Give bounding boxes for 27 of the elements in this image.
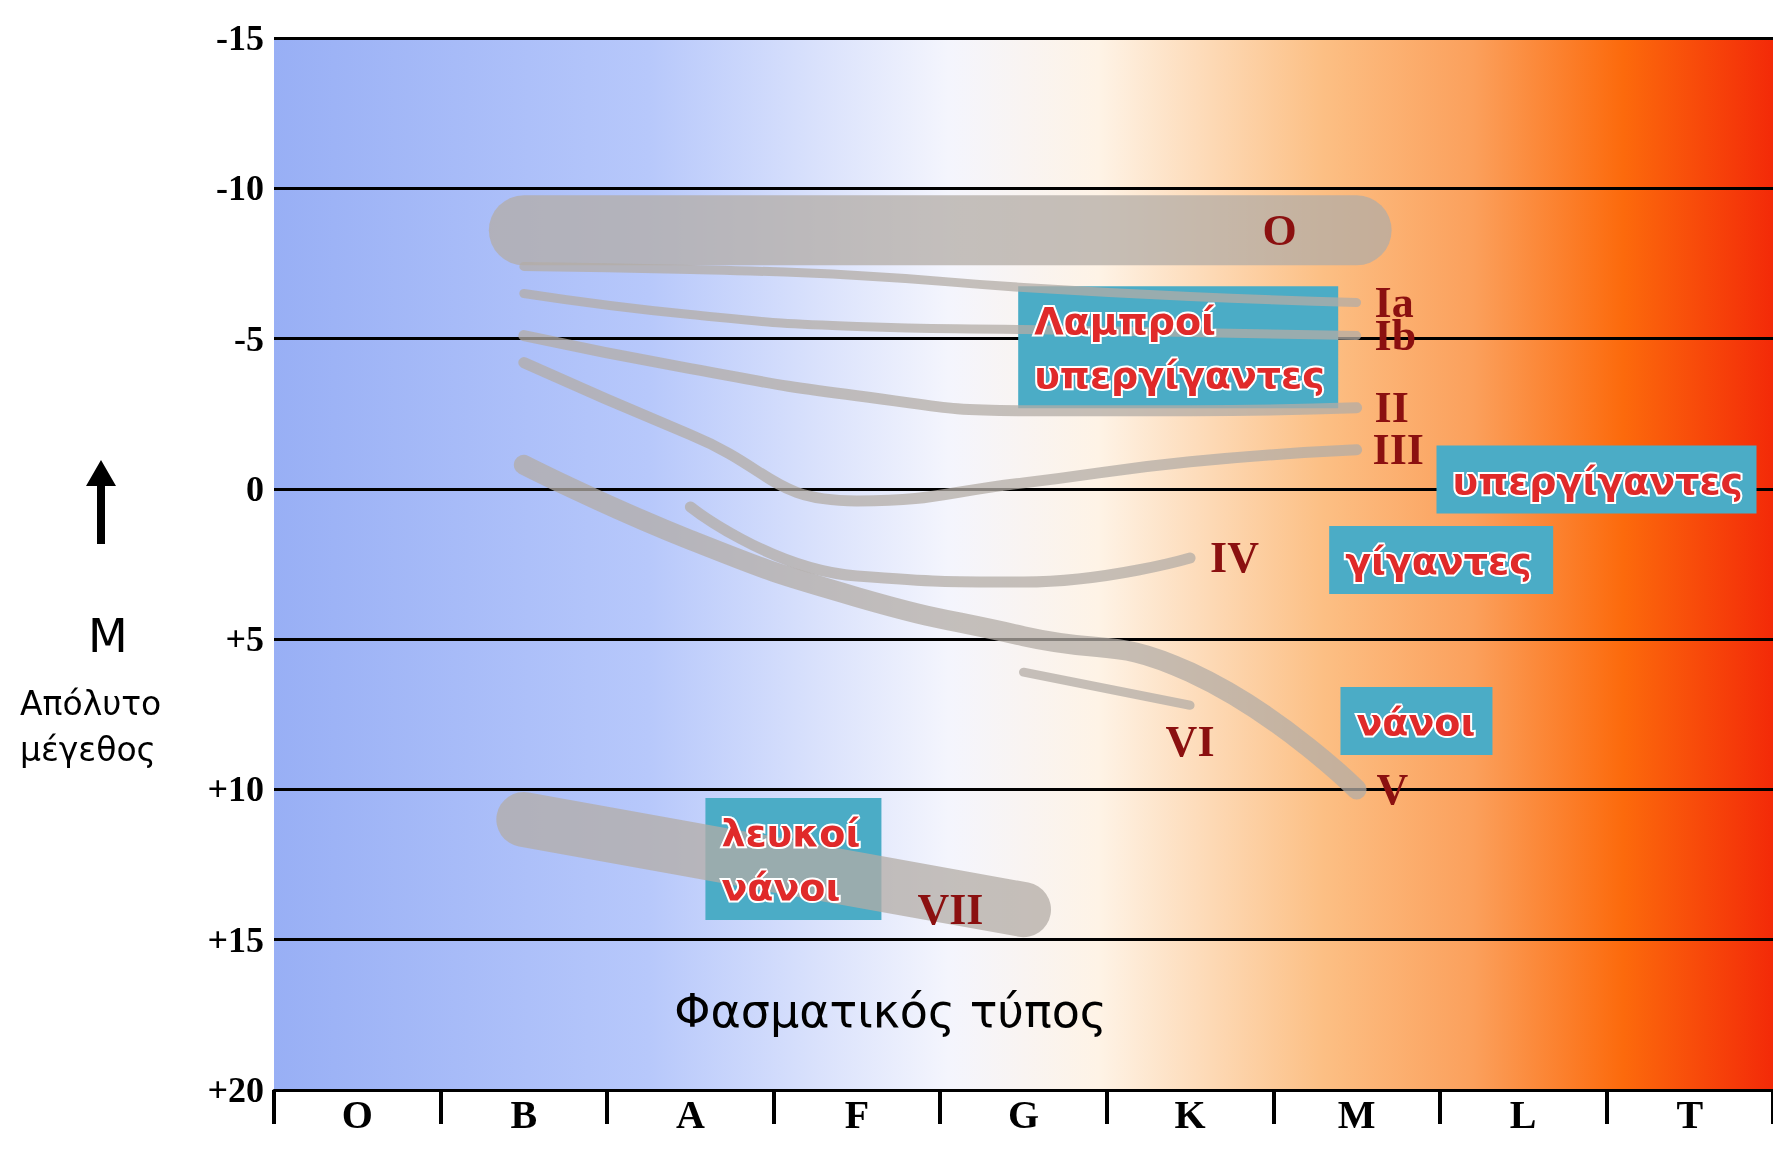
x-tick-label: O	[341, 1091, 373, 1137]
x-axis-title: Φασματικός τύπος	[674, 984, 1107, 1038]
series-label: IV	[1210, 533, 1260, 583]
x-tick-label: L	[1509, 1091, 1537, 1137]
y-tick-label: -5	[234, 318, 264, 359]
y-tick-label: +15	[207, 919, 264, 960]
series-label: O	[1262, 205, 1297, 255]
annotation: νάνοι	[1356, 700, 1476, 744]
x-tick-label: M	[1337, 1091, 1376, 1137]
annotation: Λαμπροί υπεργίγαντες	[1034, 299, 1325, 398]
annotation: γίγαντες	[1345, 539, 1532, 583]
y-tick-label: 0	[246, 468, 264, 509]
annotation: υπεργίγαντες	[1452, 458, 1744, 503]
x-tick-label: B	[510, 1091, 538, 1137]
y-tick-label: -15	[216, 18, 264, 58]
x-tick-label: K	[1174, 1091, 1206, 1137]
x-tick-label: T	[1676, 1091, 1704, 1137]
y-tick-label: +20	[207, 1070, 264, 1110]
x-tick-label: F	[844, 1091, 870, 1137]
series-label: VI	[1165, 716, 1215, 766]
y-tick-label: +10	[207, 769, 264, 810]
x-tick-label: G	[1007, 1091, 1040, 1137]
y-axis-title: M Απόλυτο μέγεθος	[20, 609, 162, 769]
y-tick-label: +5	[225, 619, 264, 660]
y-tick-label: -10	[216, 168, 264, 209]
series-label: VII	[917, 885, 984, 935]
x-tick-label: A	[675, 1091, 705, 1137]
